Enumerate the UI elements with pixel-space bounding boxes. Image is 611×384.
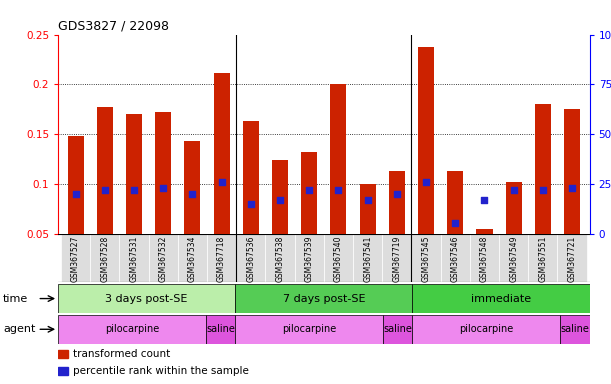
Bar (90, 234, 119, 282)
Text: GSM367546: GSM367546 (451, 236, 459, 282)
Bar (272, 161, 288, 234)
Bar (470, 234, 499, 282)
Text: GSM367532: GSM367532 (159, 236, 167, 282)
Bar (412, 284, 590, 313)
Point (392, 191, 402, 197)
Text: saline: saline (206, 324, 235, 334)
Bar (331, 84, 346, 234)
Text: GSM367551: GSM367551 (538, 236, 547, 282)
Bar (58, 284, 235, 313)
Bar (506, 182, 522, 234)
Bar (441, 234, 470, 282)
Bar (97, 108, 113, 234)
Text: percentile rank within the sample: percentile rank within the sample (73, 366, 249, 376)
Point (129, 187, 139, 194)
Bar (185, 141, 200, 234)
Bar (243, 121, 259, 234)
Bar (529, 234, 557, 282)
Bar (148, 234, 178, 282)
Point (188, 191, 197, 197)
Point (567, 185, 577, 191)
Bar (295, 234, 324, 282)
Point (158, 185, 168, 191)
Text: GSM367538: GSM367538 (276, 236, 285, 282)
Text: time: time (3, 293, 28, 304)
Text: 7 days post-SE: 7 days post-SE (282, 293, 365, 304)
Text: GSM367536: GSM367536 (246, 236, 255, 282)
Bar (155, 113, 171, 234)
Bar (418, 46, 434, 234)
Bar (411, 234, 441, 282)
Point (421, 179, 431, 185)
Text: GSM367549: GSM367549 (509, 236, 518, 282)
Bar (235, 284, 412, 313)
Point (363, 197, 373, 204)
Bar (68, 136, 84, 234)
Text: 3 days post-SE: 3 days post-SE (106, 293, 188, 304)
Bar (265, 234, 295, 282)
Text: saline: saline (383, 324, 412, 334)
Point (71, 191, 81, 197)
Bar (207, 234, 236, 282)
Text: transformed count: transformed count (73, 349, 170, 359)
Text: GSM367545: GSM367545 (422, 236, 431, 282)
Bar (477, 229, 492, 234)
Text: GSM367528: GSM367528 (100, 236, 109, 282)
Text: GSM367541: GSM367541 (363, 236, 372, 282)
Bar (58, 350, 68, 358)
Bar (564, 109, 580, 234)
Text: immediate: immediate (471, 293, 531, 304)
Bar (324, 234, 353, 282)
Bar (499, 234, 529, 282)
Point (538, 187, 548, 194)
Bar (560, 315, 590, 344)
Bar (126, 114, 142, 234)
Bar (58, 367, 68, 375)
Text: agent: agent (3, 324, 35, 334)
Point (275, 197, 285, 204)
Text: pilocarpine: pilocarpine (104, 324, 159, 334)
Bar (236, 234, 265, 282)
Bar (206, 315, 235, 344)
Point (334, 187, 343, 194)
Text: pilocarpine: pilocarpine (459, 324, 513, 334)
Bar (178, 234, 207, 282)
Bar (360, 184, 376, 234)
Point (450, 220, 460, 226)
Bar (412, 315, 560, 344)
Text: GSM367548: GSM367548 (480, 236, 489, 282)
Point (509, 187, 519, 194)
Text: GSM367721: GSM367721 (568, 236, 577, 282)
Bar (383, 315, 412, 344)
Text: GSM367540: GSM367540 (334, 236, 343, 282)
Point (100, 187, 109, 194)
Text: GSM367719: GSM367719 (392, 236, 401, 282)
Text: GDS3827 / 22098: GDS3827 / 22098 (58, 20, 169, 33)
Text: GSM367718: GSM367718 (217, 236, 226, 282)
Bar (301, 152, 317, 234)
Point (304, 187, 314, 194)
Point (480, 197, 489, 204)
Bar (389, 171, 405, 234)
Point (246, 201, 255, 207)
Text: GSM367539: GSM367539 (305, 236, 313, 282)
Bar (58, 315, 206, 344)
Bar (382, 234, 411, 282)
Bar (557, 234, 587, 282)
Text: GSM367527: GSM367527 (71, 236, 80, 282)
Bar (353, 234, 382, 282)
Text: GSM367534: GSM367534 (188, 236, 197, 282)
Bar (119, 234, 148, 282)
Point (217, 179, 227, 185)
Bar (235, 315, 383, 344)
Text: pilocarpine: pilocarpine (282, 324, 336, 334)
Bar (535, 104, 551, 234)
Bar (61, 234, 90, 282)
Text: GSM367531: GSM367531 (130, 236, 139, 282)
Bar (214, 73, 230, 234)
Bar (447, 171, 463, 234)
Text: saline: saline (560, 324, 589, 334)
